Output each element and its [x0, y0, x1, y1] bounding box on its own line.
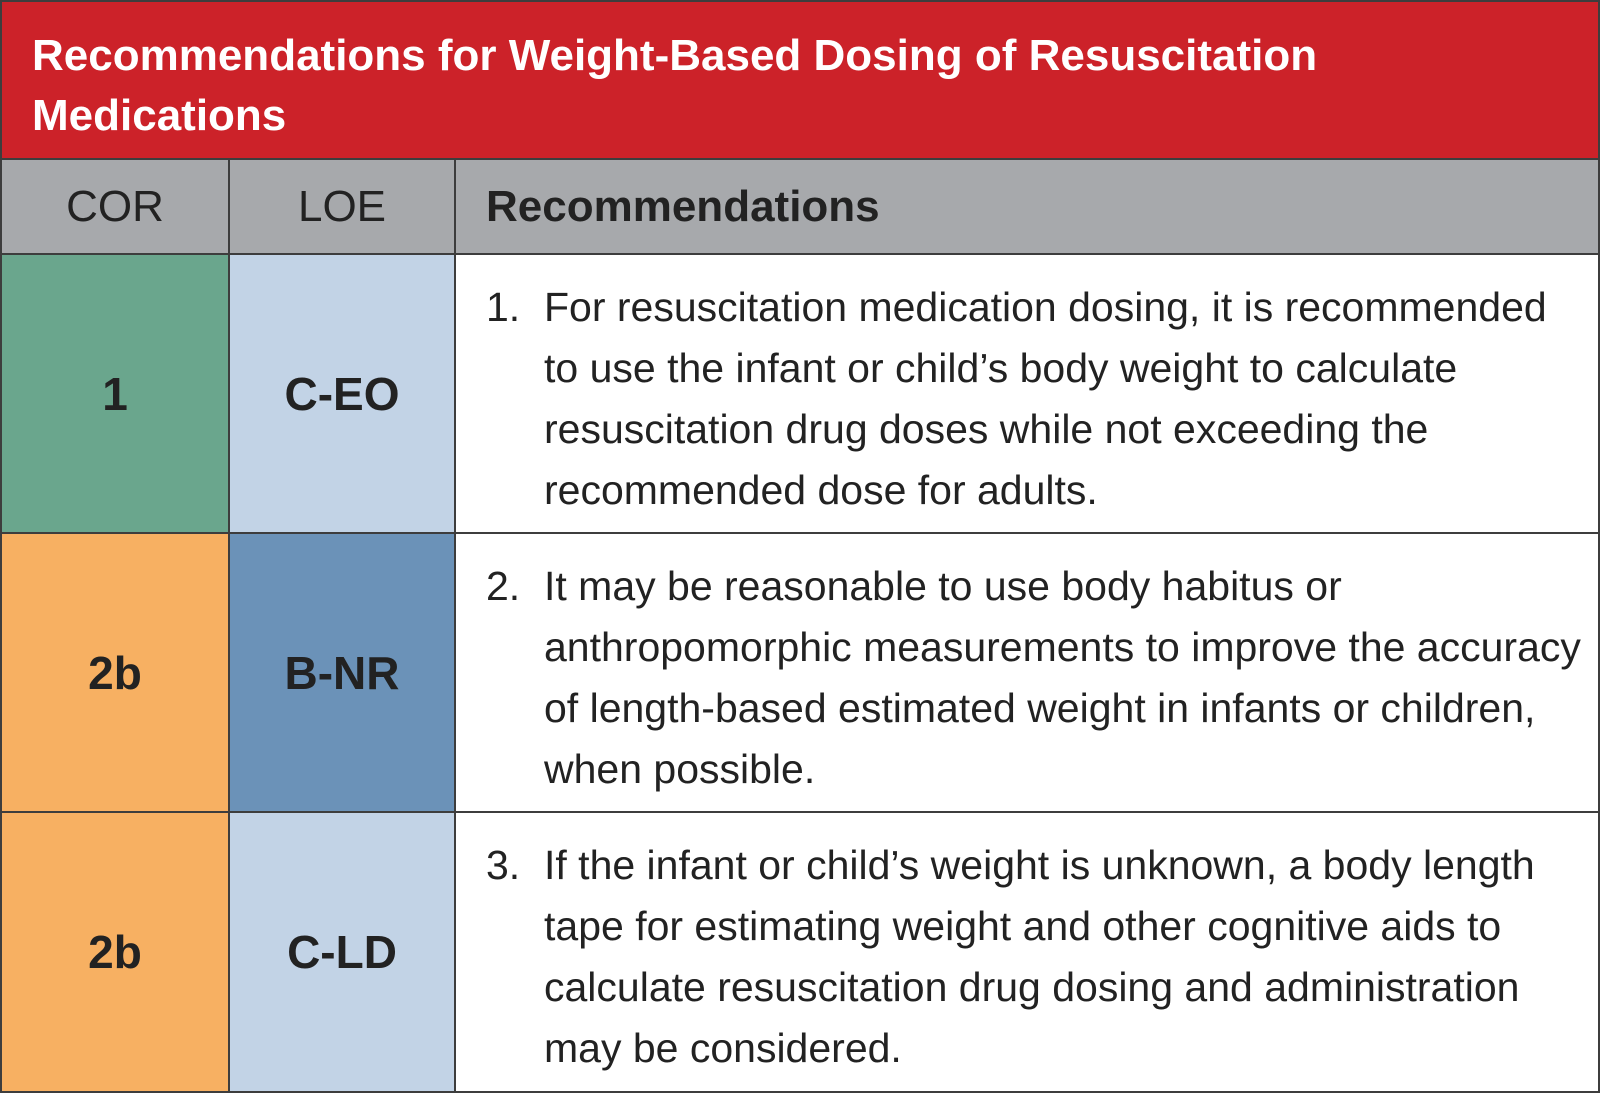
recommendation-number: 2.: [486, 563, 521, 609]
recommendation-cell: 1. For resuscitation medication dosing, …: [454, 255, 1598, 532]
loe-cell: C-LD: [228, 813, 454, 1091]
header-loe: LOE: [228, 160, 454, 253]
recommendation-text: It may be reasonable to use body habitus…: [544, 563, 1581, 792]
header-recommendations: Recommendations: [454, 160, 1598, 253]
loe-cell: B-NR: [228, 534, 454, 811]
recommendation-cell: 2. It may be reasonable to use body habi…: [454, 534, 1598, 811]
loe-cell: C-EO: [228, 255, 454, 532]
table-row: 2b C-LD 3. If the infant or child’s weig…: [2, 813, 1598, 1091]
table-row: 1 C-EO 1. For resuscitation medication d…: [2, 255, 1598, 534]
table-title: Recommendations for Weight-Based Dosing …: [32, 31, 1318, 140]
table-row: 2b B-NR 2. It may be reasonable to use b…: [2, 534, 1598, 813]
table-header-row: COR LOE Recommendations: [2, 160, 1598, 255]
recommendation-text: For resuscitation medication dosing, it …: [544, 284, 1547, 513]
recommendation-cell: 3. If the infant or child’s weight is un…: [454, 813, 1598, 1091]
cor-cell: 1: [2, 255, 228, 532]
header-cor: COR: [66, 182, 164, 231]
recommendation-number: 3.: [486, 842, 521, 888]
cor-cell: 2b: [2, 813, 228, 1091]
table-title-bar: Recommendations for Weight-Based Dosing …: [2, 2, 1598, 160]
recommendation-number: 1.: [486, 284, 521, 330]
recommendation-text: If the infant or child’s weight is unkno…: [544, 842, 1535, 1071]
cor-cell: 2b: [2, 534, 228, 811]
